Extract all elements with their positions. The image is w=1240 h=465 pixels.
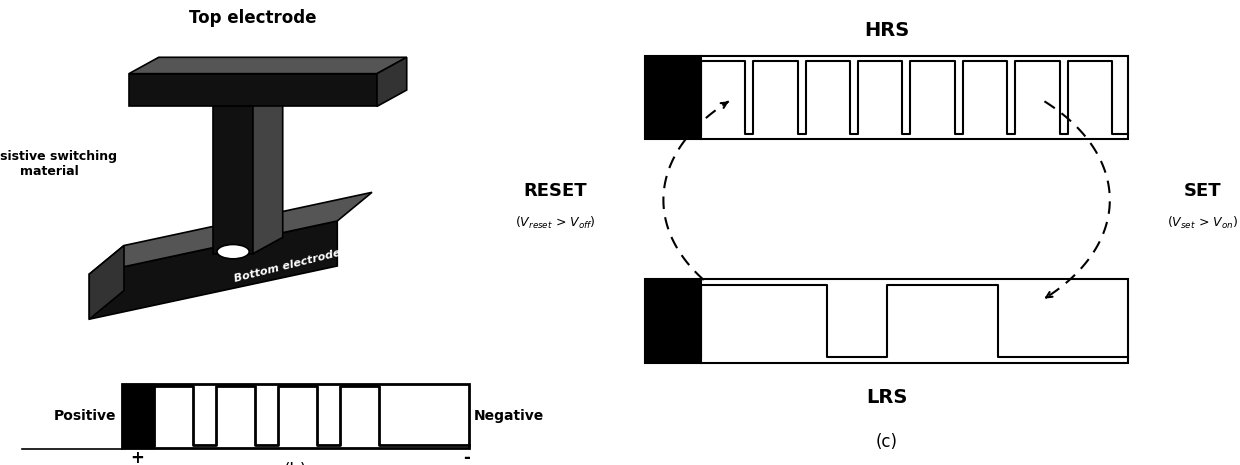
Bar [701, 279, 1128, 363]
Text: SET: SET [1184, 182, 1221, 199]
Text: ($V_{set}$ > $V_{on}$): ($V_{set}$ > $V_{on}$) [1167, 215, 1239, 231]
Polygon shape [129, 57, 407, 73]
Ellipse shape [217, 245, 249, 259]
Bar [701, 56, 1128, 140]
Text: HRS: HRS [864, 21, 909, 40]
Bar [122, 384, 469, 447]
Text: -: - [463, 449, 470, 465]
Bar [122, 384, 154, 447]
Bar [645, 279, 701, 363]
Text: Bottom electrode: Bottom electrode [233, 248, 342, 284]
Polygon shape [377, 57, 407, 106]
Polygon shape [129, 73, 377, 106]
Polygon shape [253, 78, 283, 254]
Text: LRS: LRS [866, 388, 908, 407]
Bar [645, 56, 701, 140]
Text: (c): (c) [875, 433, 898, 451]
Text: Top electrode: Top electrode [190, 9, 316, 27]
Polygon shape [213, 90, 253, 254]
Text: Negative: Negative [474, 409, 544, 423]
Polygon shape [213, 78, 283, 90]
Polygon shape [89, 193, 372, 274]
Text: (a): (a) [237, 384, 259, 402]
Text: ($V_{reset}$ > $V_{off}$): ($V_{reset}$ > $V_{off}$) [515, 215, 596, 231]
Polygon shape [89, 246, 124, 319]
Text: Positive: Positive [55, 409, 117, 423]
Text: +: + [130, 449, 145, 465]
Text: (b): (b) [284, 462, 306, 465]
Text: RESET: RESET [523, 182, 588, 199]
Polygon shape [89, 221, 337, 319]
Text: Resistive switching
material: Resistive switching material [0, 150, 117, 178]
